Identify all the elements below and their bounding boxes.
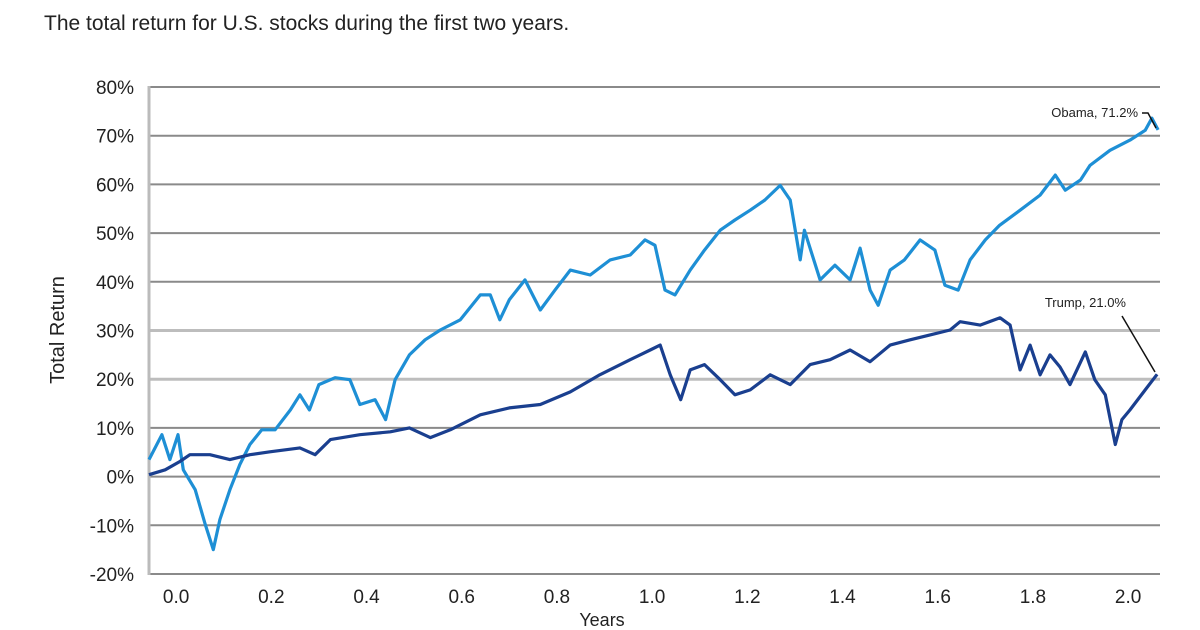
y-axis-label: Total Return xyxy=(47,276,69,384)
series-line-trump xyxy=(148,316,1159,477)
obama-annotation: Obama, 71.2% xyxy=(1051,105,1138,120)
x-tick-label: 0.8 xyxy=(544,587,570,608)
x-tick-label: 1.6 xyxy=(925,587,951,608)
x-tick-label: 1.8 xyxy=(1020,587,1046,608)
x-tick-label: 2.0 xyxy=(1115,587,1141,608)
y-tick-label: 70% xyxy=(96,127,134,148)
x-tick-label: 0.0 xyxy=(163,587,189,608)
y-tick-label: 20% xyxy=(96,370,134,391)
series-lines xyxy=(147,116,1160,552)
y-tick-label: 40% xyxy=(96,273,134,294)
y-tick-label: 10% xyxy=(96,419,134,440)
gridlines xyxy=(149,86,1160,575)
chart-title: The total return for U.S. stocks during … xyxy=(44,12,570,35)
y-tick-label: 30% xyxy=(96,322,134,343)
trump-annotation: Trump, 21.0% xyxy=(1045,295,1127,310)
x-tick-label: 1.2 xyxy=(734,587,760,608)
obama-leader-line xyxy=(1142,112,1157,129)
y-tick-label: 0% xyxy=(107,468,135,489)
y-tick-labels: -20% -10% 0% 10% 20% 30% 40% 50% 60% 70% 80% xyxy=(90,78,134,586)
annotations: Obama, 71.2% Trump, 21.0% xyxy=(1045,105,1157,373)
y-tick-label: 50% xyxy=(96,224,134,245)
x-tick-label: 1.0 xyxy=(639,587,665,608)
y-tick-label: 60% xyxy=(96,175,134,196)
x-tick-label: 0.6 xyxy=(449,587,475,608)
y-tick-label: 80% xyxy=(96,78,134,99)
x-tick-label: 0.2 xyxy=(258,587,284,608)
x-tick-labels: 0.0 0.2 0.4 0.6 0.8 1.0 1.2 1.4 1.6 1.8 2.0 xyxy=(163,587,1141,608)
x-tick-label: 1.4 xyxy=(829,587,856,608)
trump-leader-line xyxy=(1121,315,1156,373)
series-line-obama xyxy=(147,116,1160,552)
x-tick-label: 0.4 xyxy=(353,587,380,608)
y-tick-label: -20% xyxy=(90,565,134,586)
x-axis-label: Years xyxy=(579,610,624,630)
y-tick-label: -10% xyxy=(90,516,134,537)
